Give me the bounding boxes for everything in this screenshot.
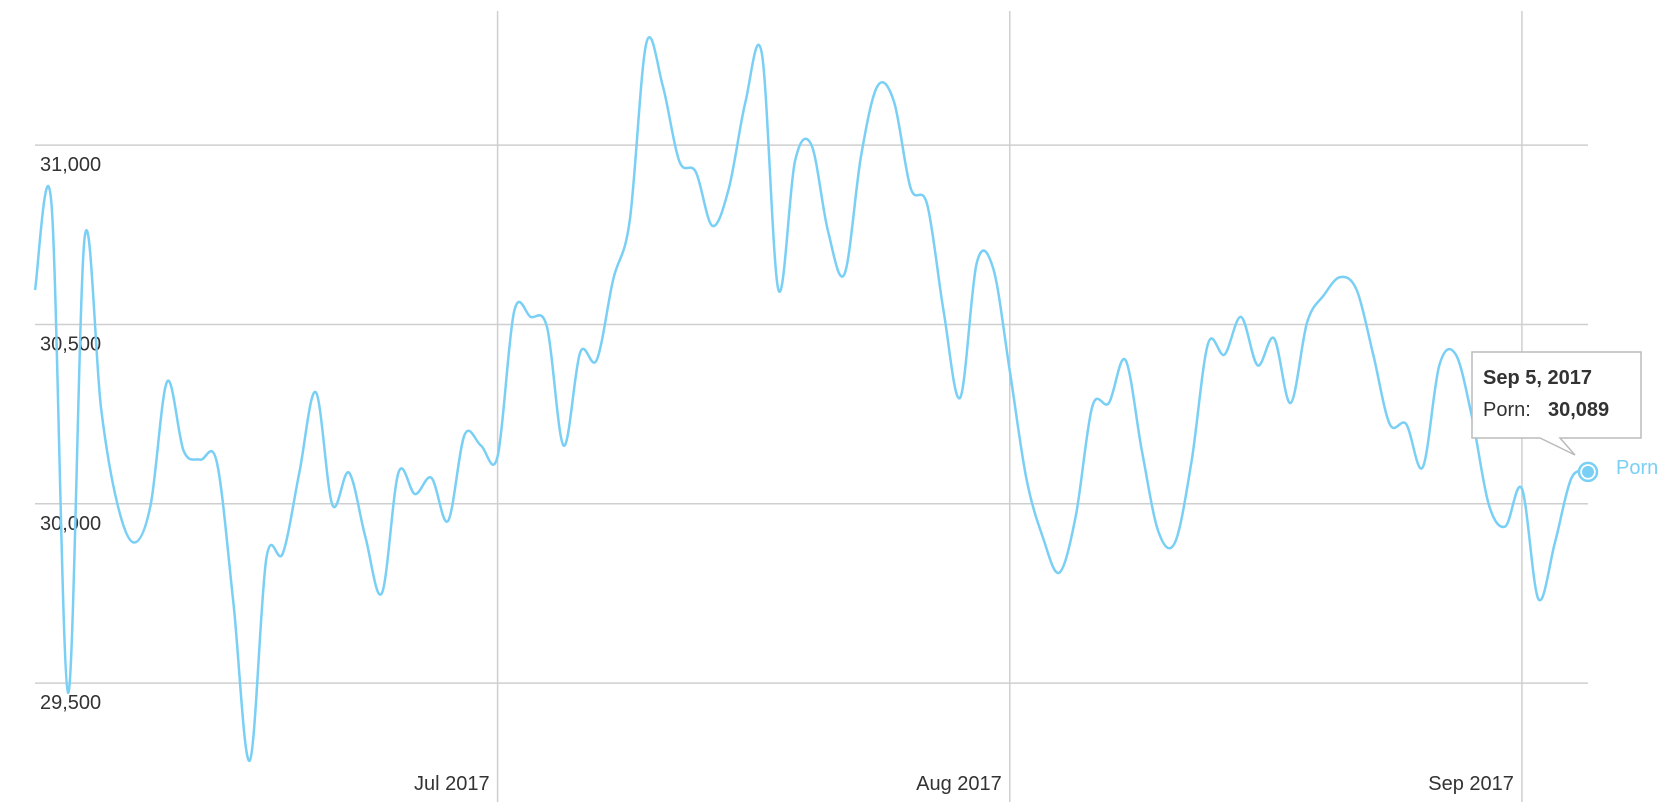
y-tick-label: 30,500 xyxy=(40,333,101,355)
series-label: Porn xyxy=(1616,457,1658,479)
x-tick-label: Sep 2017 xyxy=(1428,773,1514,795)
tooltip-box xyxy=(1471,351,1642,456)
x-tick-label: Jul 2017 xyxy=(414,773,490,795)
tooltip-date: Sep 5, 2017 xyxy=(1483,367,1592,389)
tooltip-series: Porn: xyxy=(1483,399,1531,421)
tooltip-value: 30,089 xyxy=(1548,399,1609,421)
y-tick-label: 31,000 xyxy=(40,154,101,176)
x-tick-label: Aug 2017 xyxy=(916,773,1002,795)
tooltip: Sep 5, 2017 Porn: 30,089 xyxy=(1471,351,1642,456)
series-line xyxy=(33,35,1589,762)
y-tick-label: 29,500 xyxy=(40,692,101,714)
hover-point-dot xyxy=(1582,465,1594,478)
y-tick-label: 30,000 xyxy=(40,513,101,535)
